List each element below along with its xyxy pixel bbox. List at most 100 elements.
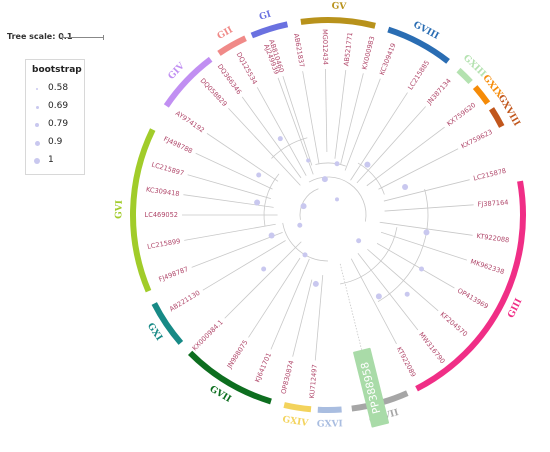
bootstrap-node (335, 197, 339, 202)
genotype-arc (163, 56, 213, 108)
leaf-label: LC469052 (145, 211, 178, 219)
leaf-label: KX759623 (460, 128, 494, 151)
leaf-label: DQ125534 (235, 51, 259, 86)
bootstrap-node (375, 293, 382, 300)
genotype-arc (456, 67, 473, 85)
leaf-branch (191, 232, 283, 268)
leaf-branch (248, 257, 301, 338)
leaf-label: DQ366346 (216, 63, 243, 96)
bootstrap-nodes (254, 136, 430, 300)
clade-arc (340, 227, 398, 285)
genotype-arc (387, 26, 450, 64)
leaf-label: LC215897 (151, 161, 185, 178)
bootstrap-node (334, 161, 340, 167)
leaf-label: KT922089 (395, 346, 418, 379)
leaf-label: KC309419 (378, 42, 398, 76)
genotype-arc (472, 85, 491, 105)
leaf-branch (383, 179, 470, 202)
leaf-label: LC215899 (147, 237, 181, 251)
clade-arc (263, 173, 280, 227)
clade-arc (271, 137, 308, 159)
genotype-label: GI (258, 10, 272, 23)
genotype-arc (250, 21, 289, 39)
clade-arc (308, 176, 367, 222)
legend-value: 0.69 (48, 101, 69, 111)
clade-arc (299, 188, 319, 220)
leaf-label: FJ498787 (158, 265, 190, 284)
genotype-label: GIV (167, 60, 188, 81)
legend-row: 1 (26, 154, 84, 170)
legend-row: 0.69 (26, 100, 84, 116)
leaf-branch (367, 248, 439, 312)
leaf-branch (224, 241, 302, 319)
highlighted-leaf: PP388958 (353, 347, 390, 428)
leaf-branch (357, 253, 419, 331)
leaf-branch (314, 275, 324, 361)
leaf-branch (184, 223, 276, 241)
leaf-label: MW316790 (417, 331, 446, 365)
tree-scale-bar (62, 35, 104, 40)
leaf-branch (339, 263, 364, 355)
genotype-label: GXI (145, 322, 164, 343)
genotype-label: GXIV (282, 415, 310, 429)
leaf-branch (366, 126, 445, 187)
legend-value: 0.79 (48, 119, 69, 129)
leaf-label: MG012434 (321, 29, 330, 65)
leaf-label: FJ387164 (477, 198, 508, 208)
leaf-label: KX000983 (360, 35, 376, 70)
leaf-branch (325, 69, 328, 153)
clade-arc (357, 162, 385, 195)
legend-dot (34, 140, 40, 146)
leaf-label: KC309418 (145, 185, 180, 198)
bootstrap-node (312, 280, 319, 287)
leaf-branch (350, 258, 397, 345)
leaf-branch (384, 204, 474, 212)
leaf-label: MK962338 (469, 258, 505, 276)
leaf-branch (334, 70, 347, 159)
leaf-labels: AB810460 AB621837 MG012434 AB521771 KX000983… (145, 29, 510, 399)
genotype-label: GXVI (317, 419, 343, 429)
bootstrap-node (404, 291, 410, 297)
leaf-branch (379, 221, 473, 236)
highlight-box (353, 347, 390, 428)
bootstrap-node (423, 229, 430, 236)
leaf-branch (183, 194, 274, 208)
genotype-arc (283, 402, 312, 413)
legend-value: 1 (48, 155, 54, 165)
legend-row: 0.9 (26, 136, 84, 152)
bootstrap-node (356, 238, 362, 244)
leaf-label: KU712497 (308, 364, 319, 399)
leaf-label: AB621837 (292, 33, 306, 68)
bootstrap-node (306, 158, 311, 163)
clade-arc (282, 222, 329, 262)
leaf-branch (340, 73, 364, 165)
genotype-label: GV (331, 1, 347, 12)
bootstrap-node (268, 232, 275, 239)
legend-row: 0.79 (26, 118, 84, 134)
bootstrap-node (300, 203, 307, 210)
genotype-label: GII (216, 25, 235, 42)
leaf-label: JN988075 (225, 339, 250, 371)
bootstrap-node (402, 183, 409, 190)
genotype-arc (217, 35, 247, 56)
bootstrap-node (256, 172, 262, 178)
leaf-branch (270, 258, 310, 350)
genotype-arc (187, 350, 272, 405)
leaf-label: AB221130 (168, 289, 201, 313)
legend-dot (34, 158, 40, 164)
legend-dot (35, 105, 39, 109)
leaf-branch (206, 133, 279, 182)
genotype-arc (130, 128, 156, 293)
bootstrap-node (321, 176, 328, 183)
leaf-label: AY974192 (174, 109, 206, 134)
bootstrap-node (261, 266, 267, 272)
genotype-arc (151, 302, 184, 345)
leaf-label: FJ498788 (162, 135, 193, 155)
leaf-label: KX000984.1 (191, 318, 225, 352)
leaf-label: OP413969 (456, 287, 490, 311)
leaf-branch (277, 77, 314, 175)
legend-value: 0.9 (48, 137, 63, 147)
bootstrap-node (419, 266, 425, 272)
bootstrap-legend: bootstrap 0.58 0.69 0.79 0.9 1 (25, 59, 85, 175)
